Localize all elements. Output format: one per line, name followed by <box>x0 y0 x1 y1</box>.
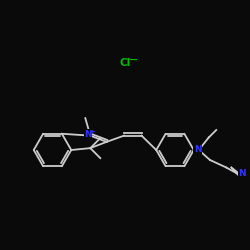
Text: +: + <box>89 130 95 136</box>
Text: −: − <box>129 55 138 65</box>
Text: N: N <box>84 130 92 139</box>
Text: N: N <box>238 169 246 178</box>
Text: Cl: Cl <box>120 58 130 68</box>
Text: N: N <box>194 146 201 154</box>
